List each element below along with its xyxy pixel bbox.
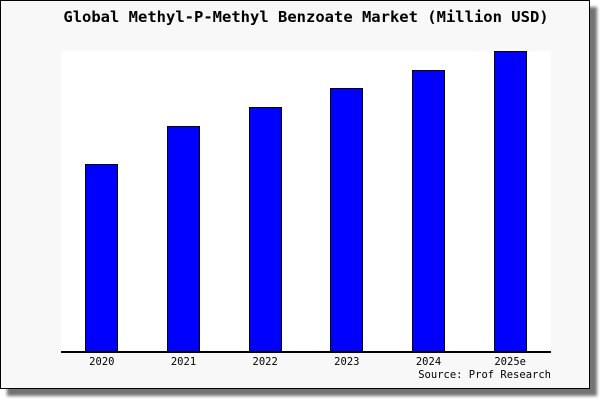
x-tick-label-2024: 2024 bbox=[415, 356, 442, 368]
x-tick-label-2020: 2020 bbox=[89, 356, 115, 368]
plot-area bbox=[61, 51, 551, 353]
x-tick-label-2025e: 2025e bbox=[494, 356, 526, 368]
x-axis-labels: 2020 2021 2022 2023 2024 2025e bbox=[61, 356, 551, 370]
x-tick-label-2021: 2021 bbox=[170, 356, 197, 368]
chart-figure: Global Methyl-P-Methyl Benzoate Market (… bbox=[0, 0, 590, 389]
x-tick-label-2022: 2022 bbox=[252, 356, 278, 368]
bar-2022 bbox=[248, 106, 282, 351]
chart-title: Global Methyl-P-Methyl Benzoate Market (… bbox=[63, 8, 549, 26]
source-caption: Source: Prof Research bbox=[418, 369, 551, 381]
x-tick-label-2023: 2023 bbox=[334, 356, 360, 368]
bar-2021 bbox=[167, 126, 200, 351]
bar-2023 bbox=[330, 87, 364, 351]
bar-2025e bbox=[493, 51, 527, 351]
bar-2020 bbox=[85, 163, 119, 351]
bar-2024 bbox=[412, 70, 445, 351]
